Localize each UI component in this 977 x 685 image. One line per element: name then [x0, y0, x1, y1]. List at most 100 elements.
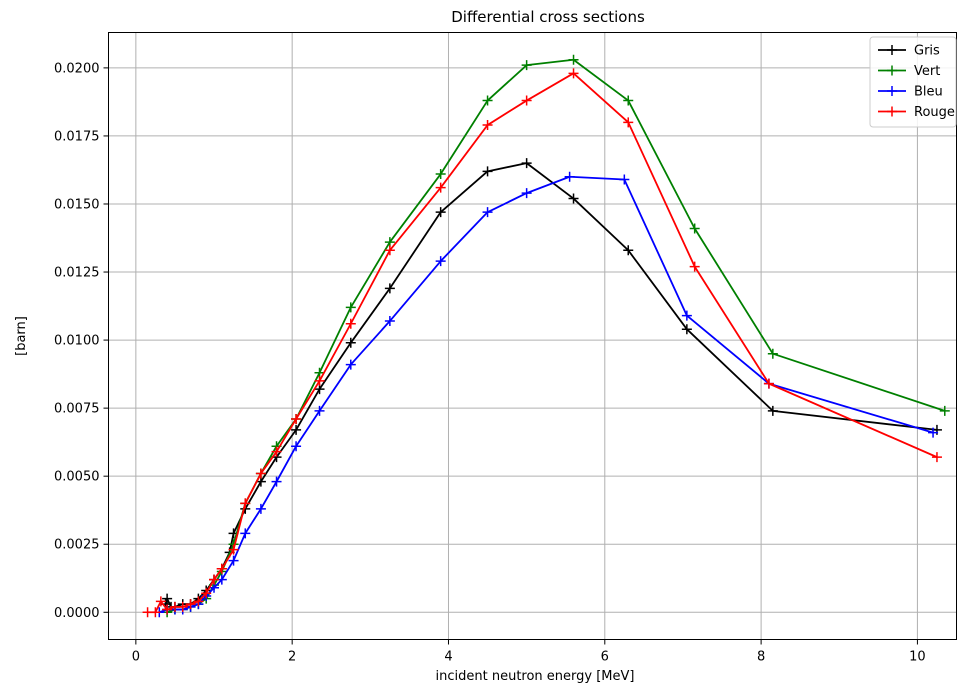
data-point	[767, 348, 778, 359]
y-axis: 0.0000 0.0025 0.0050 0.0075 0.0100 0.0125 0.01…	[54, 61, 109, 621]
data-point	[568, 54, 579, 65]
legend-marker	[887, 106, 897, 117]
data-point	[314, 375, 325, 386]
series-lines	[142, 54, 950, 618]
x-tick-label: 8	[757, 650, 765, 665]
legend-item: Bleu	[878, 85, 943, 100]
legend-marker	[887, 65, 897, 76]
data-point	[623, 95, 634, 106]
data-point	[209, 574, 220, 585]
data-point	[564, 171, 575, 182]
data-point	[291, 424, 302, 435]
data-point	[162, 593, 173, 604]
data-point	[681, 310, 692, 321]
series-line-gris	[164, 162, 938, 608]
data-point	[568, 68, 579, 79]
legend: Gris Vert Bleu Rouge	[869, 36, 957, 128]
data-point	[689, 223, 700, 234]
x-axis: 0 2 4 6 8 10	[132, 639, 926, 665]
series-bleu	[154, 171, 939, 618]
series-line-bleu	[159, 175, 934, 614]
data-point	[314, 405, 325, 416]
y-tick-label: 0.0175	[54, 129, 100, 144]
data-point	[384, 245, 395, 256]
y-axis-label: [barn]	[14, 316, 29, 356]
x-axis-label: incident neutron energy [MeV]	[436, 669, 635, 684]
data-point	[271, 446, 282, 457]
data-point	[228, 555, 239, 566]
data-point	[482, 120, 493, 131]
data-point	[255, 503, 266, 514]
data-point	[435, 207, 446, 218]
data-point	[228, 544, 239, 555]
data-point	[291, 441, 302, 452]
y-tick-label: 0.0000	[54, 606, 100, 621]
data-point	[216, 563, 227, 574]
x-tick-label: 6	[601, 650, 609, 665]
data-point	[435, 169, 446, 180]
data-point	[384, 316, 395, 327]
data-point	[521, 95, 532, 106]
data-point	[689, 261, 700, 272]
data-point	[345, 302, 356, 313]
data-point	[939, 405, 950, 416]
data-point	[150, 607, 161, 618]
data-point	[435, 182, 446, 193]
data-point	[162, 604, 173, 615]
x-tick-label: 10	[909, 650, 926, 665]
plot-frame	[108, 32, 957, 640]
y-tick-label: 0.0025	[54, 538, 100, 553]
data-point	[763, 378, 774, 389]
data-point	[623, 245, 634, 256]
series-vert	[162, 54, 950, 618]
data-point	[345, 359, 356, 370]
y-tick-label: 0.0125	[54, 266, 100, 281]
data-point	[193, 596, 204, 607]
data-point	[521, 158, 532, 169]
data-point	[619, 174, 630, 185]
data-point	[435, 256, 446, 267]
data-point	[155, 596, 166, 607]
data-point	[767, 405, 778, 416]
data-point	[291, 414, 302, 425]
data-point	[255, 468, 266, 479]
chart-title: Differential cross sections	[451, 8, 645, 26]
series-line-rouge	[147, 72, 938, 614]
legend-marker	[887, 45, 897, 55]
x-tick-label: 2	[288, 650, 296, 665]
y-tick-label: 0.0100	[54, 334, 100, 349]
y-tick-label: 0.0150	[54, 197, 100, 212]
x-tick-label: 4	[444, 650, 452, 665]
data-point	[482, 95, 493, 106]
legend-box	[869, 36, 957, 128]
series-line-vert	[166, 58, 946, 614]
legend-item: Gris	[878, 44, 940, 59]
series-rouge	[142, 68, 942, 618]
data-point	[681, 324, 692, 335]
data-point	[201, 588, 212, 599]
data-point	[345, 318, 356, 329]
data-point	[345, 337, 356, 348]
data-point	[928, 427, 939, 438]
data-point	[568, 193, 579, 204]
legend-label: Rouge	[914, 105, 955, 120]
x-tick-label: 0	[132, 650, 140, 665]
data-point	[384, 283, 395, 294]
data-point	[623, 117, 634, 128]
data-point	[185, 599, 196, 610]
legend-label: Gris	[914, 44, 940, 59]
y-tick-label: 0.0050	[54, 470, 100, 485]
y-tick-label: 0.0075	[54, 402, 100, 417]
legend-item: Vert	[878, 64, 940, 79]
data-point	[240, 498, 251, 509]
grid	[108, 32, 957, 640]
data-point	[482, 207, 493, 218]
y-tick-label: 0.0200	[54, 61, 100, 76]
legend-marker	[887, 86, 897, 96]
data-point	[521, 60, 532, 71]
data-point	[482, 166, 493, 177]
data-point	[521, 188, 532, 199]
data-point	[271, 476, 282, 487]
data-point	[240, 528, 251, 539]
